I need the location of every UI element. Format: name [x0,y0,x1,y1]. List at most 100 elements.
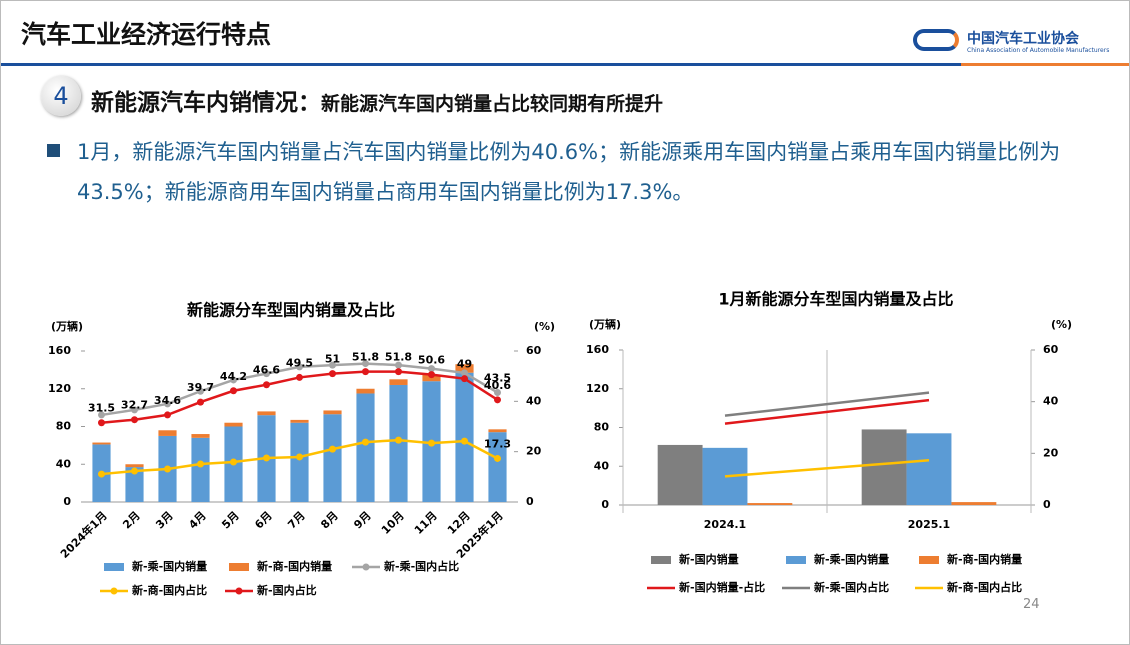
legend-swatch [104,563,124,571]
bar [224,422,243,427]
line-marker [197,398,204,406]
bar [257,411,276,416]
logo-subtitle: China Association of Automobile Manufact… [967,47,1110,54]
header-rule-accent [961,63,1129,66]
legend-swatch [229,563,249,571]
line-marker [98,470,105,478]
data-label: 34.6 [154,394,181,407]
y-tick-label: 160 [48,344,71,357]
bar [488,429,507,433]
chart-title: 新能源分车型国内销量及占比 [187,301,395,320]
bullet-mark [47,144,60,157]
page-number: 24 [1023,597,1040,612]
bar [323,414,342,502]
line-marker [329,445,336,453]
x-tick-label: 3月 [153,509,175,531]
bar [747,503,793,505]
legend-label: 新-国内销量-占比 [679,580,765,594]
y-axis-unit: (万辆) [589,317,621,331]
y-axis-unit: (万辆) [51,319,83,333]
legend-marker [235,587,243,595]
y-tick-label: 0 [63,495,71,508]
bar [290,422,309,502]
y2-tick-label: 60 [526,344,542,357]
line-marker [428,371,435,379]
bar [657,444,703,505]
y-tick-label: 80 [594,421,610,434]
page-title: 汽车工业经济运行特点 [21,20,272,49]
line-marker [230,376,237,384]
line-marker [131,467,138,475]
legend-label: 新-乘-国内销量 [814,552,889,566]
bullet-text: 1月，新能源汽车国内销量占汽车国内销量比例为40.6%；新能源乘用车国内销量占乘… [77,140,1061,204]
data-label: 51.8 [352,351,379,364]
y2-tick-label: 0 [1043,498,1051,511]
legend-label: 新-国内占比 [257,583,317,597]
line-marker [197,387,204,395]
line [724,398,930,425]
bar [290,419,309,423]
legend-marker [362,563,370,571]
x-tick-label: 7月 [285,509,307,531]
chart-title: 1月新能源分车型国内销量及占比 [718,290,953,309]
legend-label: 新-国内销量 [679,552,739,566]
legend-swatch [919,556,939,564]
data-label: 43.5 [484,372,511,385]
legend-swatch [786,556,806,564]
line-marker [362,368,369,376]
line-marker [98,419,105,427]
x-tick-label: 12月 [445,509,473,537]
line-marker [197,460,204,468]
line-marker [494,454,501,462]
data-label: 39.7 [187,381,214,394]
bar [356,388,375,394]
line-marker [263,381,270,389]
line-marker [230,387,237,395]
line [724,391,930,417]
x-tick-label: 2024.1 [704,518,746,531]
line-marker [329,370,336,378]
line-marker [296,453,303,461]
line-marker [131,416,138,424]
logo-mark [913,29,959,51]
header-rule [1,63,961,66]
bar [191,437,210,502]
y2-axis-unit: (%) [1051,318,1072,331]
data-label: 31.5 [88,402,115,415]
bar [455,364,474,373]
bar [906,433,952,505]
y2-tick-label: 0 [526,495,534,508]
data-label: 46.6 [253,364,280,377]
y2-tick-label: 40 [526,394,542,407]
y2-tick-label: 20 [1043,446,1059,459]
line-marker [296,363,303,371]
y-tick-label: 120 [586,382,609,395]
x-tick-label: 8月 [318,509,340,531]
legend-marker [110,587,118,595]
line-marker [362,438,369,446]
line-marker [263,454,270,462]
data-label: 40.6 [484,379,511,392]
line-marker [362,360,369,368]
x-tick-label: 6月 [252,509,274,531]
y2-axis-unit: (%) [534,320,555,333]
bar [356,393,375,502]
data-label: 44.2 [220,370,247,383]
line-marker [428,365,435,373]
data-label: 51.8 [385,351,412,364]
line-marker [395,368,402,376]
bar [92,442,111,445]
legend-label: 新-乘-国内占比 [384,559,459,573]
bar [323,410,342,415]
legend-label: 新-商-国内销量 [947,552,1022,566]
y2-tick-label: 20 [526,445,542,458]
bar [861,429,907,505]
line-marker [296,373,303,381]
x-tick-label: 11月 [412,509,440,537]
section-subtitle: 新能源汽车国内销量占比较同期有所提升 [321,93,664,115]
legend-swatch [651,556,671,564]
data-label: 49.5 [286,356,313,369]
line-marker [395,436,402,444]
